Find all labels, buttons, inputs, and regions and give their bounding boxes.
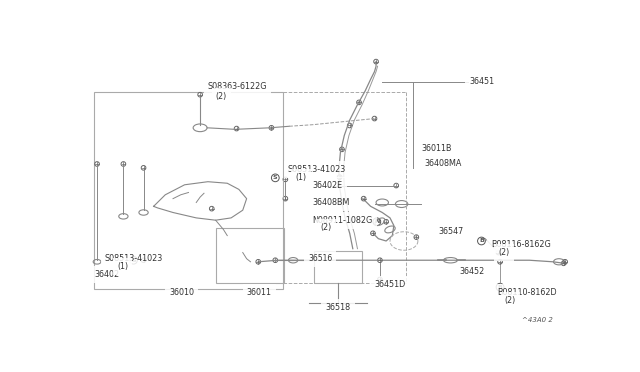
Text: B: B [479, 238, 484, 244]
Text: S08513-41023: S08513-41023 [105, 254, 163, 263]
Text: 36547: 36547 [439, 227, 464, 236]
Bar [94, 92, 283, 289]
Text: (2): (2) [499, 248, 509, 257]
Text: ^43A0 2: ^43A0 2 [522, 317, 552, 323]
Text: (2): (2) [320, 224, 332, 232]
Text: S08513-41023: S08513-41023 [288, 165, 346, 174]
Text: B08116-8162G: B08116-8162G [491, 240, 550, 249]
Text: 36408BM: 36408BM [312, 198, 350, 207]
Bar [314, 251, 362, 283]
Text: 36451D: 36451D [374, 280, 406, 289]
Text: S: S [131, 258, 136, 263]
Text: 36408MA: 36408MA [425, 160, 462, 169]
Text: N: N [374, 219, 380, 224]
Text: 36402: 36402 [94, 270, 119, 279]
Text: (1): (1) [117, 262, 129, 271]
Text: S: S [273, 175, 278, 180]
Bar [216, 228, 284, 283]
Text: 36010: 36010 [169, 288, 194, 297]
Text: S08363-6122G: S08363-6122G [208, 83, 268, 92]
Text: N08911-1082G: N08911-1082G [312, 216, 372, 225]
Text: 36011B: 36011B [421, 144, 451, 153]
Text: 36451: 36451 [469, 77, 494, 86]
Text: (2): (2) [505, 296, 516, 305]
Text: (1): (1) [296, 173, 307, 182]
Text: B08110-8162D: B08110-8162D [497, 288, 557, 297]
Text: 36452: 36452 [460, 267, 485, 276]
Text: 36518: 36518 [326, 304, 351, 312]
Text: 36516: 36516 [308, 254, 332, 263]
Text: 36011: 36011 [246, 288, 271, 297]
Text: 36402E: 36402E [312, 181, 342, 190]
Text: (2): (2) [216, 93, 227, 102]
Text: B: B [498, 285, 502, 290]
